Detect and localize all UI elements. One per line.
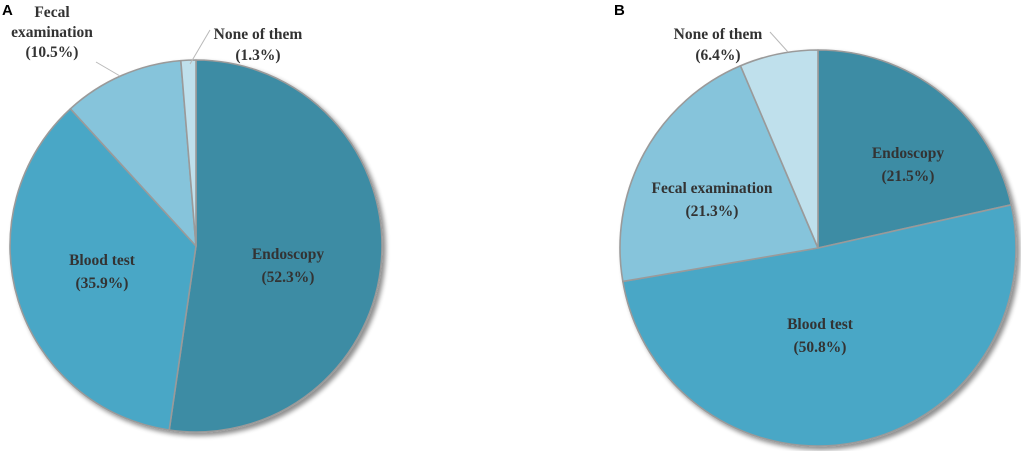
- slice-b-fecal-value: (21.3%): [686, 203, 739, 220]
- pie-b-slice-fecal-examination: [619, 64, 819, 283]
- panel-b-letter: B: [614, 2, 625, 19]
- slice-b-none-label: None of them: [674, 26, 763, 43]
- slice-a-none-label: None of them: [214, 26, 303, 43]
- slice-b-blood-test-value: (50.8%): [794, 339, 847, 356]
- slice-a-fecal-value: (10.5%): [26, 44, 79, 61]
- slice-a-fecal-label-line1: Fecal: [34, 4, 70, 21]
- leader-line-a-none: [189, 29, 211, 65]
- pie-b-slice-endoscopy: [817, 49, 1013, 249]
- slice-a-none-value: (1.3%): [235, 47, 280, 64]
- slice-b-none-value: (6.4%): [695, 47, 740, 64]
- slice-a-endoscopy-value: (52.3%): [262, 269, 315, 286]
- slice-a-endoscopy-label: Endoscopy: [252, 246, 325, 263]
- pie-b-slice-none-of-them: [739, 49, 819, 249]
- pie-a-slice-endoscopy: [168, 59, 383, 433]
- leader-line-b-none: [769, 31, 789, 53]
- slice-b-fecal-label: Fecal examination: [652, 180, 773, 197]
- panel-a-letter: A: [2, 2, 13, 19]
- pie-a-slice-fecal-examination: [69, 59, 197, 247]
- slice-b-endoscopy-label: Endoscopy: [872, 145, 945, 162]
- slice-a-blood-test-label: Blood test: [69, 252, 136, 269]
- slice-b-blood-test-label: Blood test: [787, 316, 854, 333]
- slice-a-fecal-label-line2: examination: [11, 24, 93, 41]
- pie-chart-a: Endoscopy (52.3%) Blood test (35.9%) Fec…: [9, 4, 383, 433]
- pie-a-slice-blood-test: [9, 108, 197, 431]
- leader-line-a-fecal: [95, 61, 121, 77]
- pie-chart-b: Endoscopy (21.5%) Blood test (50.8%) Fec…: [619, 26, 1017, 447]
- pie-a-slice-none-of-them: [180, 59, 197, 247]
- slice-a-blood-test-value: (35.9%): [76, 275, 129, 292]
- slice-b-endoscopy-value: (21.5%): [882, 168, 935, 185]
